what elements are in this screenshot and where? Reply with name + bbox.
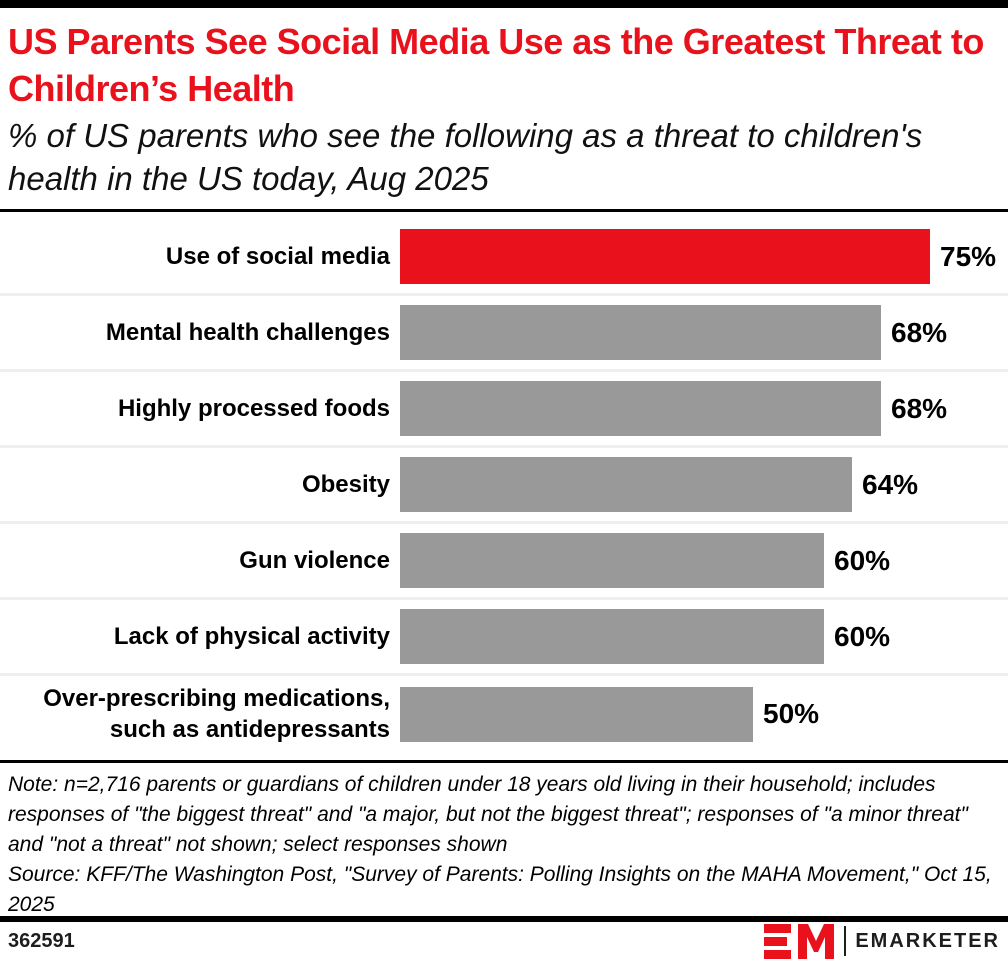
bar-value-label: 64% — [862, 468, 919, 500]
bar-area: 68% — [400, 305, 1008, 360]
top-accent-bar — [0, 0, 1008, 8]
emarketer-logo: EMARKETER — [764, 922, 1000, 960]
bar-chart: Use of social media 75% Mental health chal… — [0, 212, 1008, 760]
bar-area: 60% — [400, 533, 1008, 588]
bar-label: Over-prescribing medications, such as an… — [43, 685, 390, 743]
bar-area: 75% — [400, 229, 1008, 284]
bar-label: Lack of physical activity — [113, 623, 390, 650]
bar-area: 68% — [400, 381, 1008, 436]
bar-value-label: 60% — [834, 544, 891, 576]
bar — [400, 305, 881, 360]
em-monogram-icon — [764, 924, 835, 959]
bar-label: Obesity — [301, 471, 390, 498]
emarketer-wordmark: EMARKETER — [855, 929, 1000, 952]
bar-value-label: 50% — [763, 698, 820, 729]
footer-divider — [0, 916, 1008, 922]
bar-area: 60% — [400, 609, 1008, 664]
note-text: Note: n=2,716 parents or guardians of ch… — [8, 773, 968, 856]
source-text: Source: KFF/The Washington Post, "Survey… — [8, 863, 992, 916]
chart-id: 362591 — [8, 929, 75, 952]
header-divider — [0, 209, 1008, 212]
footnotes: Note: n=2,716 parents or guardians of ch… — [0, 763, 1008, 920]
chart-title: US Parents See Social Media Use as the G… — [8, 21, 984, 109]
chart-row: Gun violence 60% — [0, 524, 1008, 600]
bar — [400, 381, 881, 436]
footer: 362591 EMARKETER — [0, 916, 1008, 960]
bar-label: Use of social media — [165, 243, 390, 270]
bar-value-label: 68% — [891, 392, 948, 424]
bar-area: 50% — [400, 686, 1008, 742]
bar — [400, 533, 824, 588]
bar-value-label: 60% — [834, 620, 891, 652]
bar-label: Mental health challenges — [105, 319, 390, 346]
bar-label: Highly processed foods — [117, 395, 390, 422]
chart-row: Mental health challenges 68% — [0, 296, 1008, 372]
chart-row: Use of social media 75% — [0, 220, 1008, 296]
bar-label: Gun violence — [239, 547, 390, 574]
bar — [400, 229, 930, 284]
bar-value-label: 75% — [940, 240, 997, 272]
chart-bottom-divider — [0, 760, 1008, 763]
logo-divider — [844, 926, 847, 956]
bar — [400, 686, 753, 742]
bar — [400, 609, 824, 664]
footer-bar: 362591 EMARKETER — [0, 922, 1008, 960]
chart-row: Obesity 64% — [0, 448, 1008, 524]
chart-row: Highly processed foods 68% — [0, 372, 1008, 448]
chart-header: US Parents See Social Media Use as the G… — [0, 8, 1008, 200]
chart-row: Lack of physical activity 60% — [0, 600, 1008, 676]
bar-value-label: 68% — [891, 316, 948, 348]
chart-subtitle: % of US parents who see the following as… — [8, 117, 923, 197]
bar-area: 64% — [400, 457, 1008, 512]
bar — [400, 457, 852, 512]
chart-row: Over-prescribing medications, such as an… — [0, 676, 1008, 752]
